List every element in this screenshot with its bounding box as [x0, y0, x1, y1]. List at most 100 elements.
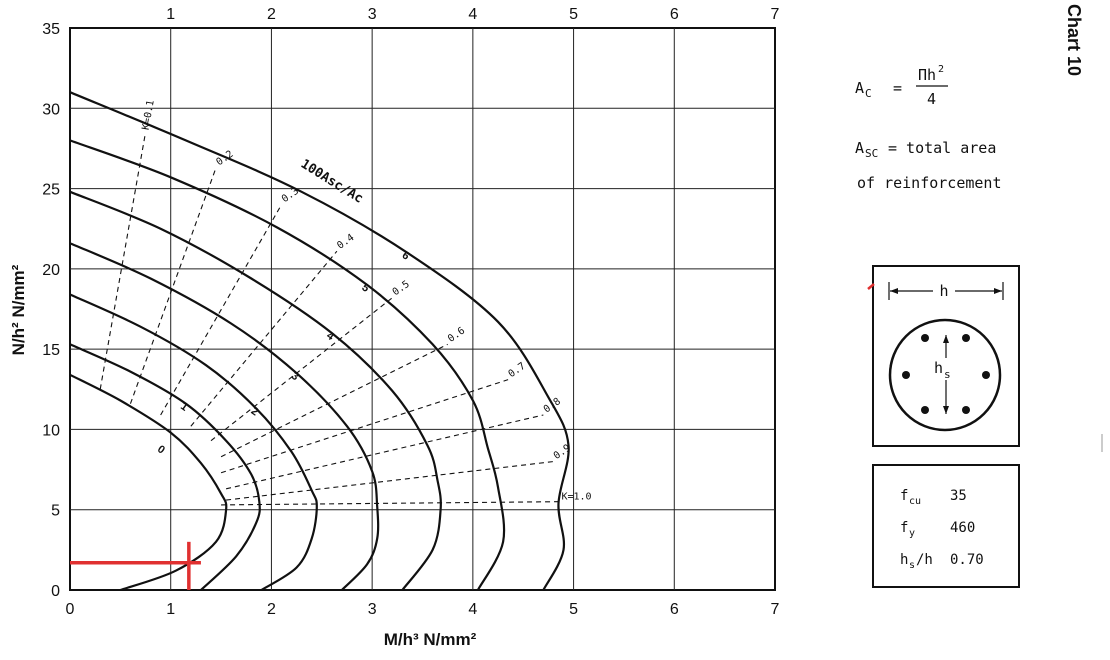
x-tick-label: 0 — [66, 601, 75, 618]
asc-symbol: A — [855, 139, 864, 157]
hs-label-bg — [932, 358, 958, 380]
x-tick-label: 3 — [368, 601, 377, 618]
properties-border — [872, 464, 1020, 588]
x-tick-label: 2 — [267, 601, 276, 618]
rebar-dot — [921, 406, 929, 414]
y-tick-label: 0 — [51, 583, 60, 600]
section-diagram: h h s — [872, 265, 1020, 447]
asc-note: A SC = total area of reinforcement — [855, 139, 1002, 192]
curve-label: 5 — [359, 282, 371, 295]
curve-4 — [69, 190, 442, 591]
section-circle — [888, 318, 1002, 432]
curve-2 — [69, 293, 318, 591]
h-label-bg — [933, 283, 955, 299]
asc-sub: SC — [865, 147, 878, 160]
curve-label: 2 — [249, 405, 261, 418]
red-tick-mark — [867, 283, 875, 290]
prop-hs-symbol: h — [900, 552, 908, 568]
x-tick-label-top: 5 — [569, 6, 578, 23]
k-label: 0.9 — [552, 443, 573, 462]
k-label: 0.2 — [214, 149, 235, 168]
rebar-dot — [921, 334, 929, 342]
ac-denominator: 4 — [927, 90, 936, 108]
x-tick-label-top: 1 — [166, 6, 175, 23]
k-line — [129, 167, 217, 404]
x-tick-label-top: 7 — [771, 6, 780, 23]
x-tick-label-top: 2 — [267, 6, 276, 23]
prop-fy-symbol: f — [900, 520, 908, 536]
y-tick-label: 30 — [42, 101, 60, 118]
curve-label: 3 — [289, 370, 301, 383]
x-tick-label: 7 — [771, 601, 780, 618]
asc-text-1: = total area — [888, 139, 996, 157]
curve-5 — [69, 139, 506, 591]
annotations — [70, 541, 201, 590]
x-tick-label: 6 — [670, 601, 679, 618]
prop-fcu-sub: cu — [909, 496, 921, 507]
hs-arrow-top — [943, 335, 949, 343]
k-line — [220, 379, 509, 474]
k-line — [225, 414, 544, 490]
rebar-dot — [982, 371, 990, 379]
chart-number: Chart 10 — [1064, 4, 1084, 76]
curve-label: 6 — [400, 249, 412, 262]
x-tick-label: 1 — [166, 601, 175, 618]
y-tick-label: 10 — [42, 422, 60, 439]
x-axis-label: M/h³ N/mm² — [384, 630, 477, 649]
prop-fy-value: 460 — [950, 520, 975, 536]
y-tick-label: 35 — [42, 21, 60, 38]
ac-formula: A C = Πh 2 4 — [855, 64, 948, 108]
properties-box: f cu 35 f y 460 h s /h 0.70 — [872, 464, 1020, 588]
x-tick-label: 4 — [468, 601, 477, 618]
rebar-dot — [962, 334, 970, 342]
ac-numerator: Πh — [918, 66, 936, 84]
grid — [69, 27, 776, 591]
curve-3 — [69, 242, 380, 591]
k-line — [226, 460, 554, 501]
ac-symbol: A — [855, 79, 864, 97]
y-tick-label: 25 — [42, 182, 60, 199]
h-arrow-right — [994, 288, 1002, 294]
x-tick-label-top: 6 — [670, 6, 679, 23]
k-lines: K=0.10.20.30.40.50.60.70.80.9K=1.0 — [99, 99, 592, 506]
curve-6 — [69, 91, 570, 591]
k-line — [221, 501, 559, 506]
rebar-dot — [962, 406, 970, 414]
k-label: 0.4 — [335, 232, 356, 251]
k-line — [210, 297, 393, 442]
curve-label: 1 — [178, 400, 190, 413]
ac-sub: C — [865, 87, 872, 100]
k-label: 0.5 — [391, 279, 412, 298]
x-tick-label-top: 4 — [468, 6, 477, 23]
k-line — [190, 250, 338, 427]
curve-label: 0 — [155, 443, 167, 456]
y-axis-label: N/h² N/mm² — [9, 264, 28, 355]
section-box — [872, 265, 1020, 447]
curve-0 — [69, 373, 228, 592]
prop-fcu-symbol: f — [900, 488, 908, 504]
prop-hs-value: 0.70 — [950, 552, 984, 568]
prop-fcu-value: 35 — [950, 488, 967, 504]
hs-sub: s — [944, 368, 951, 381]
k-line — [99, 132, 147, 390]
h-label: h — [939, 282, 948, 300]
k-label: K=1.0 — [561, 492, 591, 503]
k-line — [220, 343, 448, 458]
prop-hs-suffix: /h — [916, 552, 933, 568]
family-label: 100Asc/Ac — [298, 157, 366, 207]
prop-hs-sub: s — [909, 560, 915, 571]
ac-numerator-sup: 2 — [938, 64, 944, 75]
hs-arrow-bottom — [943, 406, 949, 414]
h-arrow-left — [890, 288, 898, 294]
y-tick-label: 5 — [51, 503, 60, 520]
rebar-dot — [902, 371, 910, 379]
k-label: 0.6 — [446, 325, 467, 344]
curve-1 — [69, 343, 261, 591]
hs-label: h — [934, 359, 943, 377]
y-tick-label: 15 — [42, 342, 60, 359]
k-line — [160, 204, 282, 416]
x-tick-label: 5 — [569, 601, 578, 618]
asc-text-2: of reinforcement — [857, 174, 1002, 192]
